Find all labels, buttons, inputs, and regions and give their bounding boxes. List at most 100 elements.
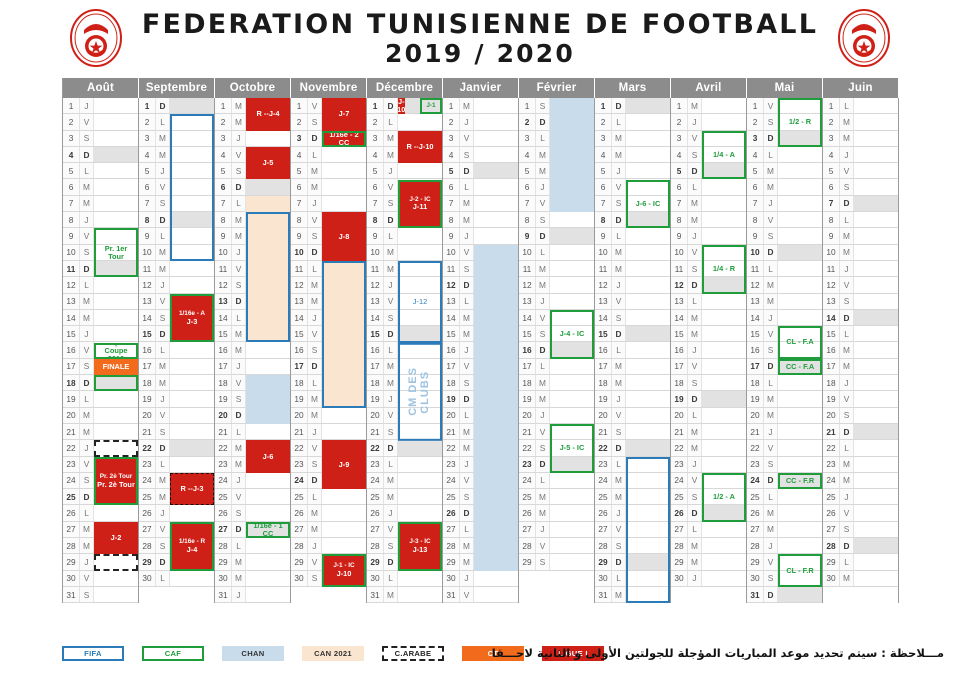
event-label: J-11 [412, 202, 428, 212]
calendar-event[interactable] [246, 375, 290, 424]
day-number: 20 [63, 407, 80, 423]
day-cell: 13 M [747, 293, 822, 310]
calendar-event[interactable]: R --J-3 [170, 472, 214, 506]
calendar-event[interactable] [246, 212, 290, 343]
calendar-event[interactable]: Pr. 1er Tour [94, 228, 138, 278]
calendar-event[interactable]: CL - F.R [778, 554, 822, 587]
calendar-event[interactable]: Super Coupe 2019 [94, 342, 138, 359]
calendar-event[interactable]: 1/16e - R J-4 [170, 521, 214, 571]
calendar-event[interactable] [94, 554, 138, 571]
calendar-event[interactable]: 1/16e - 2 CC [322, 130, 366, 147]
calendar-event[interactable] [94, 375, 138, 392]
calendar-event[interactable]: R --J-10 [398, 130, 442, 164]
day-of-week: L [156, 342, 170, 358]
calendar-event[interactable]: R --J-4 [246, 98, 290, 131]
day-of-week: M [536, 163, 550, 179]
calendar-event[interactable]: 1/16e - 1 CC [246, 521, 290, 539]
calendar-event[interactable]: 1/16e - A J-3 [170, 293, 214, 343]
day-of-week: D [80, 489, 94, 505]
calendar-event[interactable] [170, 114, 214, 261]
calendar-event[interactable]: J-1 [420, 98, 442, 115]
day-number: 2 [595, 114, 612, 130]
day-cell: 11 S [671, 260, 746, 278]
day-number: 16 [747, 342, 764, 358]
day-number: 28 [595, 538, 612, 554]
day-of-week: V [80, 228, 94, 244]
day-number: 10 [823, 244, 840, 260]
day-cell: 31 J [215, 586, 290, 604]
day-body [474, 179, 518, 194]
calendar-event[interactable] [474, 244, 518, 571]
calendar-event[interactable]: J-1 - IC J-10 [322, 554, 366, 587]
day-cell: 19 L [63, 391, 138, 408]
calendar-event[interactable]: J-3 - IC J-13 [398, 521, 442, 571]
day-body [626, 294, 670, 309]
day-of-week: S [460, 489, 474, 505]
day-number: 30 [443, 570, 460, 586]
calendar-event[interactable]: J-10 [398, 98, 405, 115]
calendar-event[interactable]: J-7 [322, 98, 366, 131]
day-cell: 27 S [823, 521, 898, 539]
day-of-week: M [308, 179, 322, 195]
calendar-event[interactable]: J-5 [246, 146, 290, 180]
day-of-week: J [308, 309, 322, 326]
day-of-week: V [384, 407, 398, 423]
calendar-event[interactable]: J-2 [94, 521, 138, 555]
calendar-event[interactable]: CC - F.A [778, 358, 822, 376]
day-number: 12 [595, 277, 612, 293]
day-body [854, 538, 898, 554]
calendar-event[interactable]: J-5 - IC [550, 424, 594, 473]
calendar-event[interactable] [550, 98, 594, 213]
day-number: 27 [63, 521, 80, 538]
calendar-event[interactable] [626, 456, 670, 604]
calendar-event[interactable]: CM DES CLUBS [398, 342, 442, 441]
calendar-event[interactable]: Pr. 2è Tour Pr. 2è Tour [94, 456, 138, 506]
day-body [854, 440, 898, 455]
calendar-event[interactable]: J-4 - IC [550, 309, 594, 359]
calendar-event[interactable]: J-8 [322, 212, 366, 261]
day-number: 13 [519, 293, 536, 309]
calendar-event[interactable]: J-12 [398, 261, 442, 343]
day-number: 20 [671, 407, 688, 423]
day-of-week: L [308, 489, 322, 505]
day-body [702, 359, 746, 374]
day-of-week: V [536, 309, 550, 326]
calendar-event[interactable] [94, 440, 138, 457]
calendar-event[interactable]: FINALE [94, 358, 138, 376]
day-body [778, 457, 822, 472]
calendar-event[interactable]: 1/2 - R [778, 98, 822, 147]
day-cell: 13 V [367, 293, 442, 310]
calendar-event[interactable] [246, 195, 290, 213]
day-cell: 30 J [443, 570, 518, 587]
calendar-event[interactable]: J-9 [322, 440, 366, 490]
day-number: 31 [443, 586, 460, 603]
calendar-event[interactable]: J-6 - IC [626, 179, 670, 229]
day-of-week: L [232, 195, 246, 212]
calendar-event[interactable]: 1/2 - A [702, 472, 746, 522]
day-cell: 16 M [823, 342, 898, 359]
day-number: 27 [823, 521, 840, 538]
day-cell: 24 M [823, 472, 898, 490]
calendar-event[interactable]: CL - F.A [778, 326, 822, 359]
calendar-event[interactable] [322, 261, 366, 408]
calendar-event[interactable]: 1/4 - R [702, 244, 746, 294]
day-body [626, 391, 670, 406]
day-cell: 30 M [823, 570, 898, 587]
day-number: 22 [291, 440, 308, 456]
calendar-event[interactable]: J-6 [246, 440, 290, 473]
day-body [854, 375, 898, 390]
calendar-event[interactable]: J-2 - IC J-11 [398, 179, 442, 229]
day-body [246, 179, 290, 195]
calendar-event[interactable]: CC - F.R [778, 472, 822, 490]
calendar-event[interactable]: 1/4 - A [702, 130, 746, 180]
day-of-week: S [308, 570, 322, 586]
month-header-février: Février [519, 78, 595, 98]
day-body [702, 408, 746, 423]
day-of-week: S [612, 195, 626, 212]
